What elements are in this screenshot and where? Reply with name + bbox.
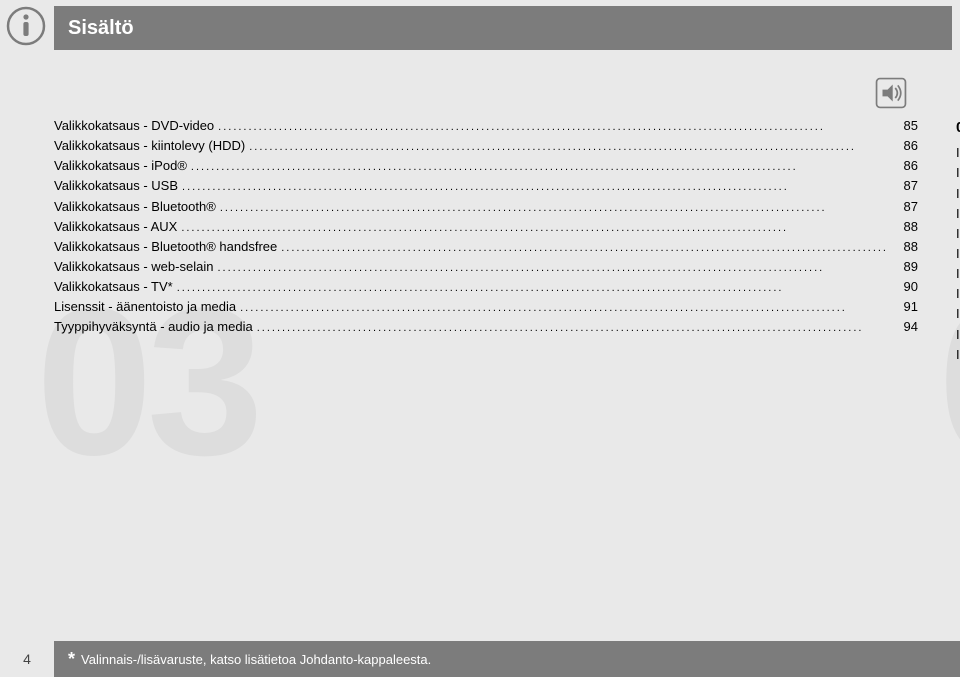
footnote-bar: * Valinnais-/lisävaruste, katso lisätiet… — [54, 641, 960, 677]
toc-columns: 03Valikkokatsaus - DVD-video............… — [54, 116, 952, 365]
toc-entry: Valikkokatsaus - DVD-video..............… — [54, 116, 918, 136]
page-title: Sisältö — [68, 17, 134, 40]
footnote-text: Valinnais-/lisävaruste, katso lisätietoa… — [81, 652, 431, 667]
toc-entry-page: 86 — [892, 156, 918, 176]
toc-entry-label: Internetkartta - karttavaihtoehdot — [956, 345, 960, 365]
toc-entry: Valikkokatsaus - TV*....................… — [54, 277, 918, 297]
toc-entry-label: Valikkokatsaus - web-selain — [54, 257, 213, 277]
column-body: Valikkokatsaus - DVD-video..............… — [54, 116, 918, 338]
toc-entry: Valikkokatsaus - USB....................… — [54, 176, 918, 196]
toc-entry: Internetkartta - mielenkiintoisten kohte… — [956, 264, 960, 284]
toc-leader-dots: ........................................… — [187, 159, 892, 176]
toc-entry-page: 90 — [892, 277, 918, 297]
toc-leader-dots: ........................................… — [216, 200, 892, 217]
column-heading: 04 Internetkartta — [956, 116, 960, 139]
toc-entry-page: 88 — [892, 237, 918, 257]
toc-entry-page: 87 — [892, 176, 918, 196]
toc-entry-page: 88 — [892, 217, 918, 237]
toc-entry-label: Valikkokatsaus - USB — [54, 176, 178, 196]
toc-column: 03Valikkokatsaus - DVD-video............… — [54, 116, 918, 365]
toc-entry-label: Internetkartta - määränpään antaminen. — [956, 244, 960, 264]
toc-entry: Internetkartta..........................… — [956, 143, 960, 163]
toc-entry-page: 86 — [892, 136, 918, 156]
toc-entry: Internetkartta - karttavaihtoehdot......… — [956, 345, 960, 365]
toc-entry-label: Valikkokatsaus - iPod® — [54, 156, 187, 176]
toc-entry-label: Tyyppihyväksyntä - audio ja media — [54, 317, 253, 337]
toc-entry: Internetkartta - reittivaihtoehdot......… — [956, 325, 960, 345]
page-footer: 4 * Valinnais-/lisävaruste, katso lisäti… — [0, 641, 960, 677]
toc-entry-label: Valikkokatsaus - Bluetooth® — [54, 197, 216, 217]
toc-entry-page: 91 — [892, 297, 918, 317]
toc-entry-label: Internetkartta - reittivaihtoehdot — [956, 325, 960, 345]
toc-entry-label: Valikkokatsaus - AUX — [54, 217, 177, 237]
toc-entry-label: Internetkartta — [956, 143, 960, 163]
toc-entry: Lisenssit - äänentoisto ja media........… — [54, 297, 918, 317]
toc-entry-page: 89 — [892, 257, 918, 277]
toc-entry-label: Internetkartta - teksti ja symbolit näyt… — [956, 204, 960, 224]
toc-leader-dots: ........................................… — [178, 179, 892, 196]
toc-leader-dots: ........................................… — [253, 320, 892, 337]
toc-entry-label: Internetkartta - kirjoitusmerkkipyörä ja… — [956, 184, 960, 204]
toc-entry-label: Internetkartta - mielenkiintoisten kohte… — [956, 264, 960, 284]
toc-leader-dots: ........................................… — [177, 220, 892, 237]
toc-entry-label: Valikkokatsaus - TV* — [54, 277, 173, 297]
toc-entry: Valikkokatsaus - iPod®..................… — [54, 156, 918, 176]
toc-entry: Tyyppihyväksyntä - audio ja media.......… — [54, 317, 918, 337]
toc-leader-dots: ........................................… — [277, 240, 892, 257]
toc-entry: Internetkartta - teksti ja symbolit näyt… — [956, 204, 960, 224]
toc-entry-label: Internetkartta - yksityiskohtaiset reitt… — [956, 284, 960, 304]
toc-entry: Valikkokatsaus - web-selain.............… — [54, 257, 918, 277]
page-number: 4 — [0, 651, 54, 667]
toc-entry: Valikkokatsaus - Bluetooth®.............… — [54, 197, 918, 217]
toc-entry: Internetkartta - yksityiskohtaiset reitt… — [956, 284, 960, 304]
toc-entry-label: Valikkokatsaus - Bluetooth® handsfree — [54, 237, 277, 257]
toc-leader-dots: ........................................… — [173, 280, 892, 297]
toc-entry-label: Valikkokatsaus - kiintolevy (HDD) — [54, 136, 245, 156]
page-header: Sisältö — [54, 6, 952, 50]
toc-leader-dots: ........................................… — [245, 139, 892, 156]
toc-leader-dots: ........................................… — [214, 119, 892, 136]
toc-entry: Internetkartta - vieritysvalikko........… — [956, 224, 960, 244]
toc-leader-dots: ........................................… — [236, 300, 892, 317]
speaker-icon — [874, 76, 908, 110]
footnote-marker: * — [68, 649, 75, 670]
column-body: 04 Internetkartta Internetkartta.........… — [956, 116, 960, 365]
toc-entry: Internetkartta - kirjoitusmerkkipyörä ja… — [956, 184, 960, 204]
toc-entry-label: Lisenssit - äänentoisto ja media — [54, 297, 236, 317]
toc-entry-label: Internetkartta - käsittely — [956, 163, 960, 183]
toc-leader-dots: ........................................… — [213, 260, 892, 277]
toc-column: 04NS04 InternetkarttaInternetkartta.....… — [956, 116, 960, 365]
toc-entry: Internetkartta - käsittely..............… — [956, 163, 960, 183]
toc-entry-label: Internetkartta - vieritysvalikko — [956, 224, 960, 244]
toc-entry-label: Internetkartta - reittikatsaus — [956, 304, 960, 324]
toc-entry: Internetkartta - määränpään antaminen...… — [956, 244, 960, 264]
info-icon — [6, 6, 46, 46]
toc-entry: Valikkokatsaus - kiintolevy (HDD).......… — [54, 136, 918, 156]
toc-entry-page: 87 — [892, 197, 918, 217]
toc-entry: Internetkartta - reittikatsaus..........… — [956, 304, 960, 324]
toc-entry-page: 85 — [892, 116, 918, 136]
toc-entry: Valikkokatsaus - Bluetooth® handsfree...… — [54, 237, 918, 257]
toc-entry: Valikkokatsaus - AUX....................… — [54, 217, 918, 237]
toc-entry-label: Valikkokatsaus - DVD-video — [54, 116, 214, 136]
toc-entry-page: 94 — [892, 317, 918, 337]
